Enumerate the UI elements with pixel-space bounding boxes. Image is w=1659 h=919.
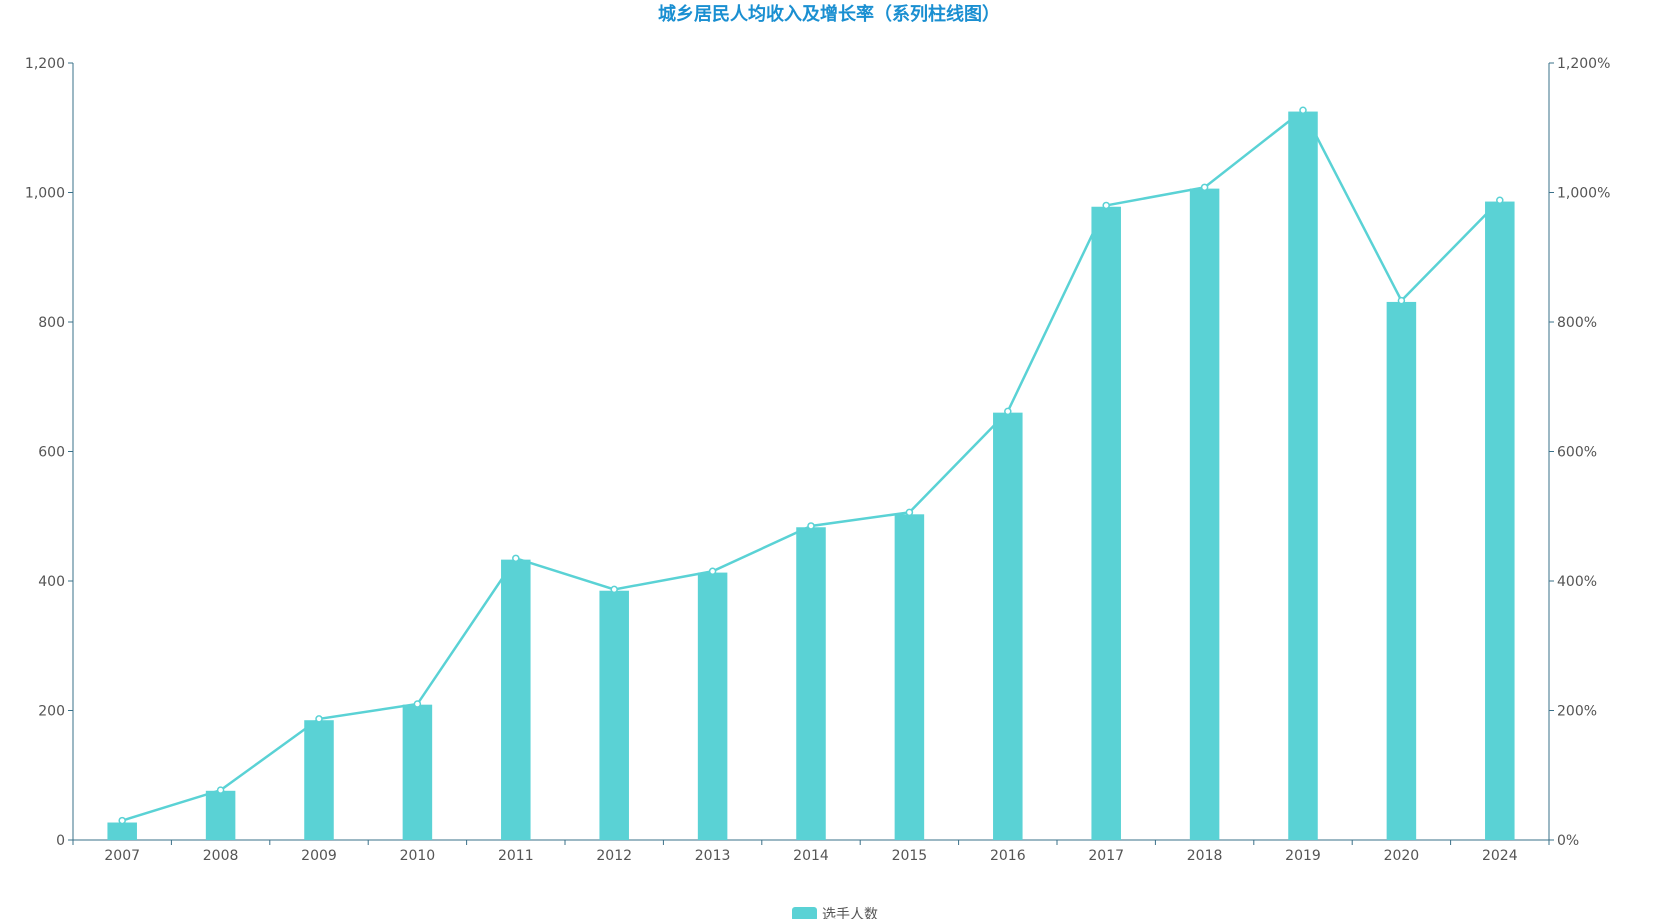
bar[interactable] [205,790,236,840]
line-point[interactable] [1397,296,1406,305]
bar[interactable] [894,514,925,840]
x-tick-label: 2016 [990,848,1026,864]
x-tick-label: 2011 [498,848,534,864]
x-tick-label: 2024 [1482,848,1518,864]
left-tick-label: 1,200 [25,56,65,72]
x-tick-label: 2012 [596,848,632,864]
line-point[interactable] [610,585,618,594]
line-point[interactable] [807,522,815,530]
x-axis: 2007 2008 2009 2010 2011 2012 2013 2014 2015 2016… [72,839,1550,864]
bar[interactable] [1485,201,1515,840]
left-tick-label: 600 [38,445,65,461]
line-point[interactable] [1299,106,1307,115]
line-point[interactable] [315,715,323,723]
bar[interactable] [993,412,1023,840]
x-tick-label: 2019 [1285,848,1321,864]
x-tick-label: 2010 [400,848,436,864]
line-point[interactable] [1102,201,1110,210]
right-tick-label: 1,200% [1557,56,1610,72]
right-tick-label: 0% [1557,833,1579,849]
line-point[interactable] [1496,196,1504,205]
x-tick-label: 2015 [892,848,928,864]
chart-title: 城乡居民人均收入及增长率（系列柱线图） [658,3,1000,25]
left-tick-label: 400 [38,574,65,590]
line-point[interactable] [905,508,914,517]
bar[interactable] [796,527,826,840]
line-point[interactable] [1200,183,1209,192]
right-tick-label: 800% [1557,315,1597,331]
x-tick-label: 2009 [301,848,337,864]
line-point[interactable] [413,700,422,708]
left-y-axis: 0 200 400 600 800 1,000 1,200 [25,56,74,849]
right-tick-label: 400% [1557,574,1597,590]
x-tick-label: 2020 [1384,848,1420,864]
right-tick-label: 200% [1557,704,1597,720]
bar[interactable] [599,590,629,840]
legend-swatch [792,907,817,919]
bar[interactable] [1288,111,1318,840]
x-tick-label: 2008 [203,848,239,864]
line-point[interactable] [118,816,126,825]
x-tick-label: 2014 [793,848,829,864]
right-tick-label: 600% [1557,445,1597,461]
bar[interactable] [1386,301,1417,840]
legend-label: 选手人数 [822,907,878,919]
x-tick-label: 2007 [104,848,140,864]
line-series [118,106,1504,825]
bar-series [107,111,1515,841]
right-tick-label: 1,000% [1557,186,1610,202]
bar[interactable] [697,572,728,840]
x-tick-label: 2013 [695,848,731,864]
bar[interactable] [107,822,137,840]
legend[interactable]: 选手人数 [792,907,878,919]
bar[interactable] [402,704,433,840]
bar[interactable] [1091,206,1121,840]
bar[interactable] [304,720,334,840]
line-point[interactable] [216,786,225,794]
right-y-axis: 0% 200% 400% 600% 800% 1,000% 1,200% [1548,56,1610,849]
line-point[interactable] [512,554,520,563]
x-tick-label: 2018 [1187,848,1223,864]
left-tick-label: 1,000 [25,186,65,202]
bar[interactable] [1189,188,1220,841]
bar[interactable] [501,559,531,840]
left-tick-label: 200 [38,704,65,720]
line-point[interactable] [1004,407,1012,416]
left-tick-label: 800 [38,315,65,331]
left-tick-label: 0 [56,833,65,849]
x-tick-label: 2017 [1088,848,1124,864]
line-point[interactable] [708,567,717,576]
